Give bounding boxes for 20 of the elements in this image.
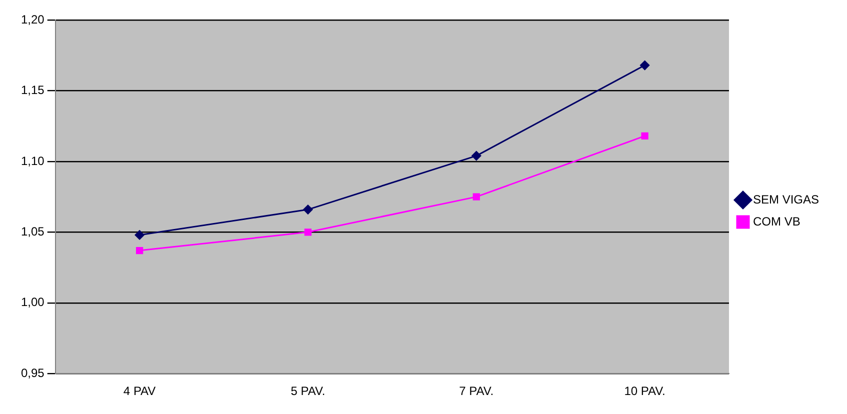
point [134, 230, 144, 240]
legend-label: SEM VIGAS [752, 192, 820, 206]
point [472, 193, 480, 200]
point [136, 246, 144, 254]
y-tick-label: 1,20 [20, 12, 45, 26]
y-tick-label: 1,10 [20, 154, 45, 168]
point [640, 60, 650, 70]
point [641, 132, 648, 140]
legend-label: COM VB [752, 214, 800, 228]
x-tick-label: 4 PAV [123, 384, 156, 398]
y-tick-label: 1,15 [20, 83, 45, 98]
point [304, 228, 312, 236]
y-tick-label: 1,00 [20, 295, 45, 310]
x-tick-label: 10 PAV. [624, 384, 666, 398]
y-tick-label: 1,05 [20, 224, 45, 238]
point [303, 204, 313, 214]
y-tick-label: 0,95 [20, 366, 45, 380]
x-tick-label: 7 PAV. [459, 384, 494, 398]
point [472, 151, 482, 161]
x-tick-label: 5 PAV. [290, 384, 326, 398]
